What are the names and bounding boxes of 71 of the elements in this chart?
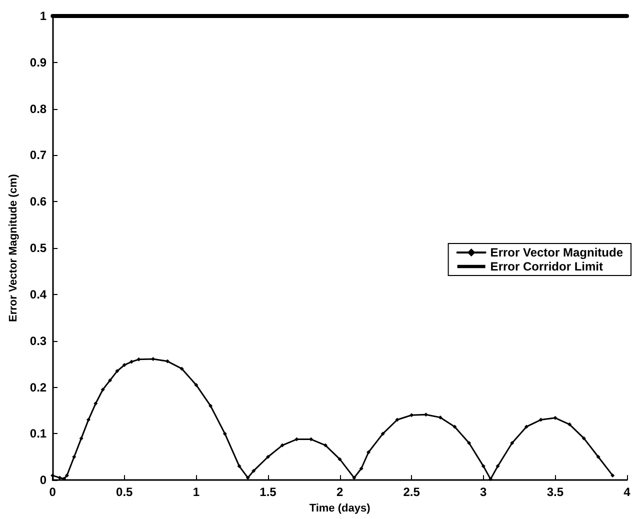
point [108, 378, 112, 382]
point [122, 363, 126, 368]
y-tick-label: 0.3 [30, 334, 47, 348]
point [94, 402, 98, 406]
point [524, 424, 528, 429]
point [136, 357, 141, 362]
point [496, 464, 500, 468]
point [568, 422, 572, 426]
y-tick-label: 0.9 [30, 55, 47, 70]
point [86, 418, 90, 422]
x-tick-label: 3 [480, 485, 488, 500]
point [79, 436, 84, 440]
point [323, 443, 328, 448]
point [246, 476, 250, 480]
x-tick-label: 1 [192, 485, 200, 500]
point [481, 464, 486, 468]
point [252, 468, 256, 473]
x-axis-title: Time (days) [309, 502, 371, 514]
x-tick-label: 1.5 [260, 485, 277, 500]
point [596, 454, 600, 459]
point [352, 476, 356, 480]
point [380, 432, 385, 436]
y-tick-label: 0.1 [30, 426, 47, 441]
y-tick-label: 0 [40, 473, 47, 488]
point [100, 388, 105, 392]
point [438, 415, 442, 420]
point [72, 454, 76, 459]
x-tick-label: 0 [49, 485, 56, 500]
point [582, 436, 586, 440]
point [64, 473, 69, 478]
point [452, 424, 457, 429]
x-tick-label: 2.5 [403, 485, 420, 500]
point [395, 418, 400, 422]
point [165, 359, 170, 364]
y-tick-label: 1 [40, 9, 47, 23]
point [130, 360, 134, 364]
point [610, 473, 615, 478]
point [115, 369, 120, 374]
point [266, 454, 270, 459]
point [553, 416, 558, 420]
point [538, 418, 543, 422]
point [208, 404, 213, 408]
point [62, 476, 66, 481]
point [222, 432, 227, 436]
point [50, 473, 55, 478]
y-tick-label: 0.5 [30, 241, 47, 256]
point [510, 440, 514, 445]
legend-label: Error Corridor Limit [490, 260, 603, 274]
x-tick-label: 2 [336, 485, 344, 500]
y-tick-label: 0.6 [30, 194, 47, 209]
y-tick-label: 0.2 [30, 380, 47, 394]
point [366, 450, 371, 454]
point [309, 437, 314, 442]
x-tick-label: 3.5 [546, 485, 564, 500]
point [467, 440, 472, 445]
y-tick-label: 0.8 [30, 102, 47, 116]
point [410, 413, 414, 418]
point [180, 366, 184, 371]
x-tick-label: 0.5 [116, 485, 134, 500]
x-tick-label: 4 [624, 485, 631, 500]
point [58, 476, 62, 480]
point [237, 464, 242, 468]
point [280, 443, 284, 448]
point [359, 466, 364, 470]
point [488, 477, 493, 482]
y-tick-label: 0.7 [30, 148, 47, 162]
point [338, 457, 342, 462]
y-axis-title: Error Vector Magnitude (cm) [8, 174, 20, 322]
point [194, 382, 198, 387]
y-tick-label: 0.4 [30, 287, 47, 302]
legend-label: Error Vector Magnitude [490, 246, 624, 260]
